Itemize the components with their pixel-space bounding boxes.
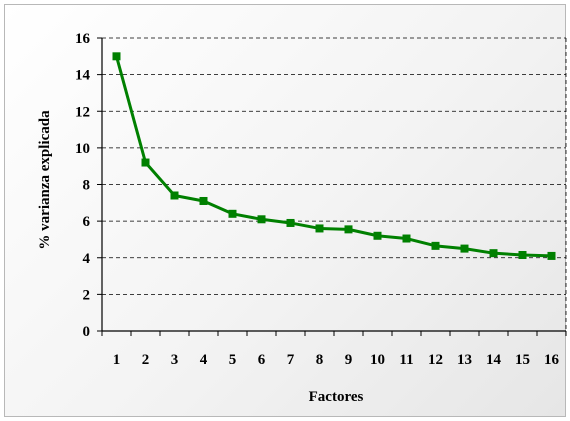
series-layer [112, 52, 556, 260]
data-point [257, 215, 266, 224]
x-tick-labels: 1 2 3 4 5 6 7 8 9 10 11 12 13 14 15 16 [113, 352, 560, 368]
y-tick-label: 2 [83, 287, 91, 303]
x-tick-label: 10 [370, 352, 385, 368]
y-tick-label: 8 [83, 178, 91, 194]
x-tick-label: 8 [316, 352, 324, 368]
x-tick-label: 5 [229, 352, 237, 368]
y-tick-label: 12 [75, 104, 90, 120]
data-point [170, 191, 179, 200]
data-point [518, 251, 527, 260]
x-tick-label: 7 [287, 352, 295, 368]
data-point [460, 244, 469, 253]
x-tick-label: 1 [113, 352, 121, 368]
x-tick-label: 6 [258, 352, 266, 368]
x-tick-label: 2 [142, 352, 150, 368]
x-tick-label: 9 [345, 352, 353, 368]
x-tick-label: 16 [544, 352, 560, 368]
y-tick-label: 10 [75, 141, 90, 157]
chart-frame [4, 4, 566, 417]
axes [97, 37, 567, 336]
y-tick-label: 16 [75, 31, 91, 47]
y-tick-label: 4 [83, 251, 91, 267]
x-tick-label: 11 [399, 352, 413, 368]
data-point [373, 231, 382, 240]
x-tick-label: 15 [515, 352, 530, 368]
data-point [402, 234, 411, 243]
data-point [489, 249, 498, 258]
x-tick-label: 14 [486, 352, 502, 368]
y-tick-label: 0 [83, 324, 91, 340]
x-tick-label: 13 [457, 352, 472, 368]
data-point [228, 209, 237, 218]
data-point [344, 225, 353, 234]
x-tick-label: 4 [200, 352, 208, 368]
y-tick-label: 6 [83, 214, 91, 230]
data-point [315, 224, 324, 233]
x-tick-label: 12 [428, 352, 443, 368]
series-line [115, 55, 552, 258]
y-tick-label: 14 [75, 68, 91, 84]
data-point [112, 52, 121, 61]
x-axis-title: Factores [309, 389, 364, 405]
data-point [199, 196, 208, 205]
data-point [547, 251, 556, 260]
grid-lines [102, 37, 567, 331]
y-tick-labels: 0 2 4 6 8 10 12 14 16 [75, 31, 91, 340]
data-point [141, 158, 150, 167]
data-point [431, 241, 440, 250]
y-axis-title: % varianza explicada [37, 110, 53, 250]
data-point [286, 218, 295, 227]
x-tick-label: 3 [171, 352, 179, 368]
